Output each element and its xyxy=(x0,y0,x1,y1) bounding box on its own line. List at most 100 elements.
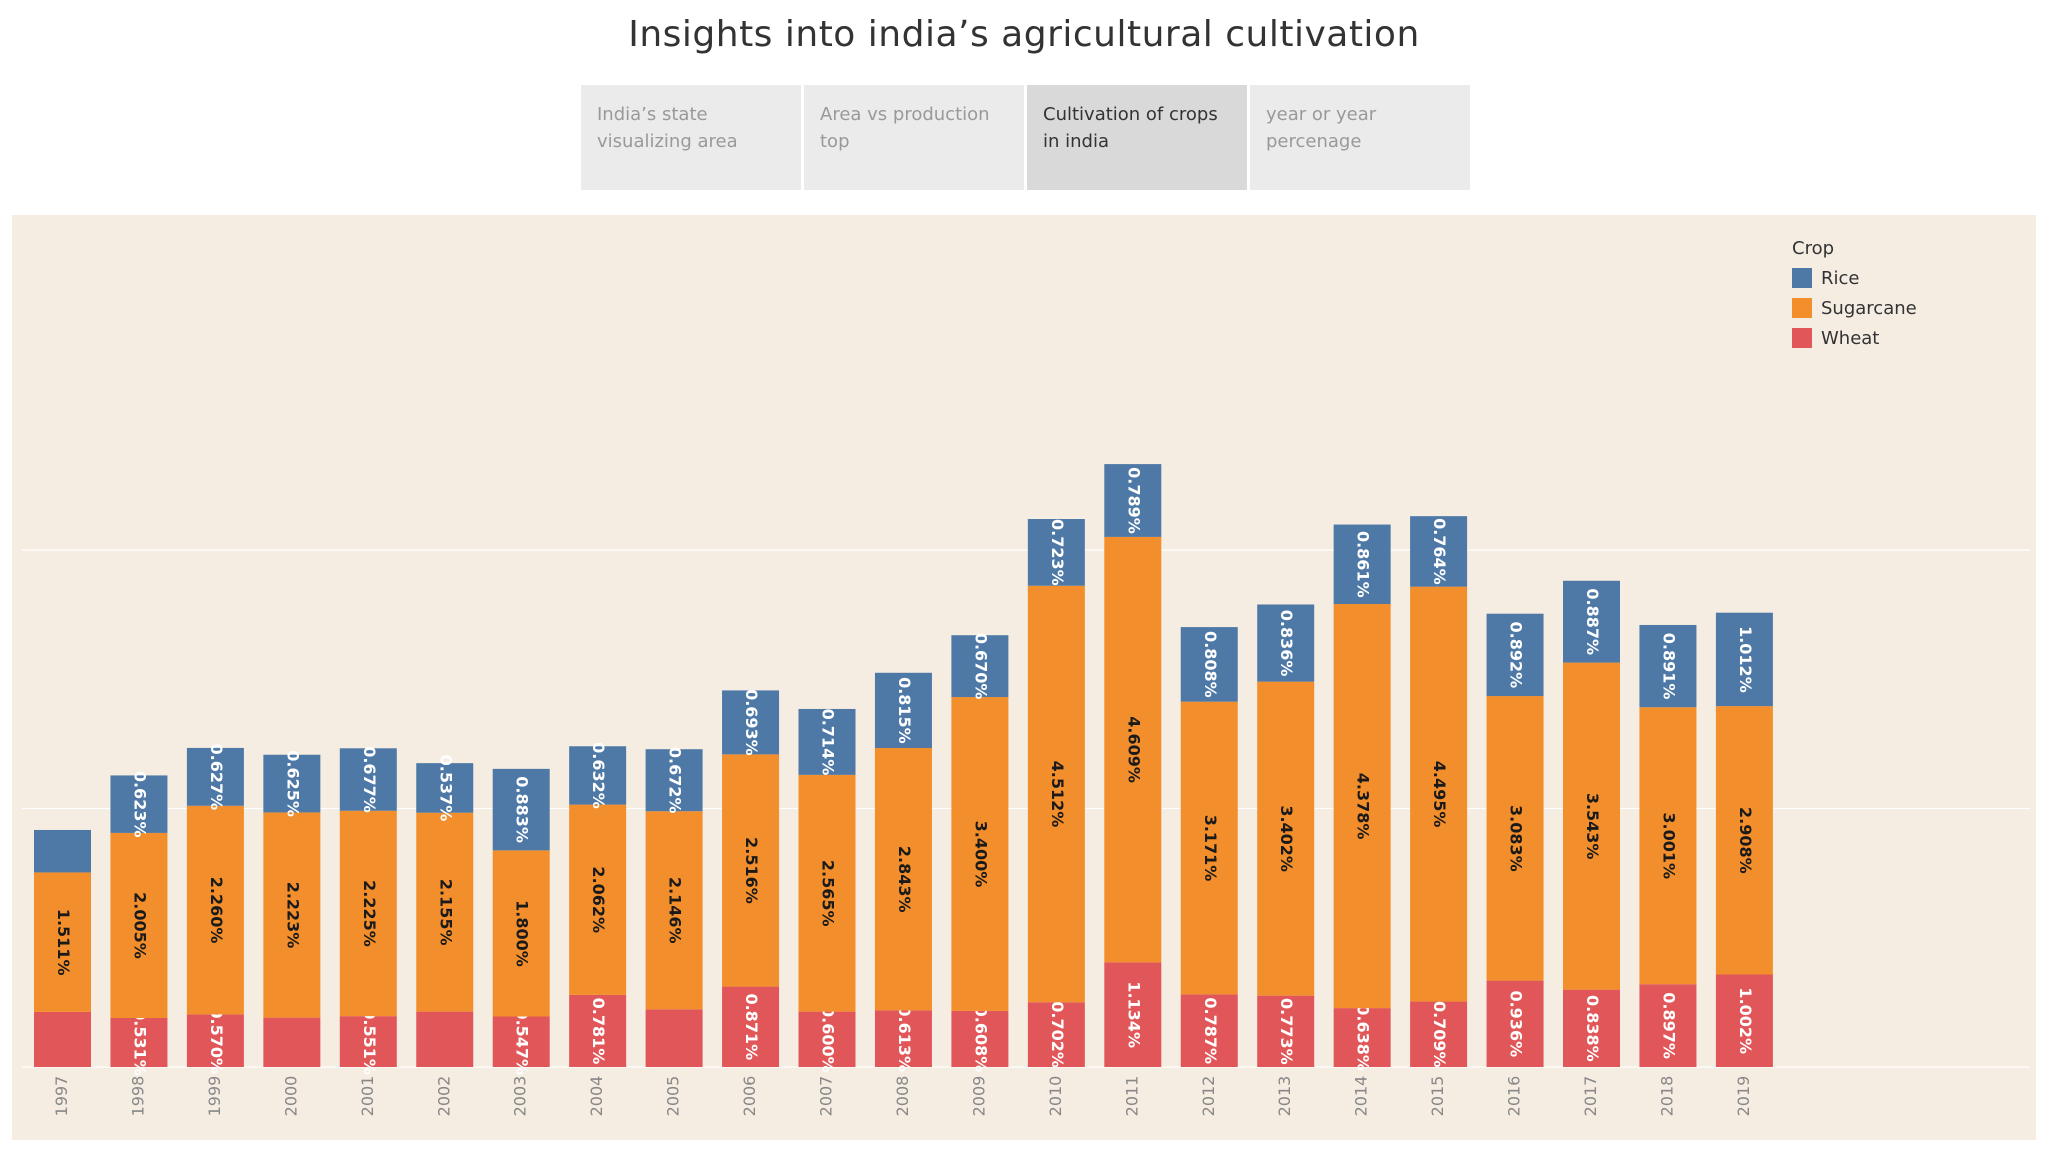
bar-sugarcane-2012 xyxy=(1180,701,1238,995)
bar-wheat-2004 xyxy=(569,994,627,1067)
data-label-rice-2009: 0.670% xyxy=(971,633,990,700)
data-label-rice-1998: 0.623% xyxy=(130,771,149,838)
data-label-rice-2006: 0.693% xyxy=(742,689,761,756)
bar-wheat-2017 xyxy=(1563,989,1620,1067)
bar-sugarcane-2006 xyxy=(722,754,780,987)
tab-state-area[interactable]: India’s state visualizing area xyxy=(581,85,801,190)
x-tick-2001: 2001 xyxy=(358,1076,377,1117)
data-label-wheat-2009: 0.608% xyxy=(971,1006,990,1073)
bar-wheat-2012 xyxy=(1180,994,1238,1067)
bar-rice-2010 xyxy=(1027,519,1085,586)
bar-rice-2013 xyxy=(1257,604,1315,682)
data-label-sugarcane-2016: 3.083% xyxy=(1507,805,1526,872)
bar-wheat-2005 xyxy=(645,1009,703,1067)
bar-wheat-2019 xyxy=(1715,974,1773,1067)
data-label-rice-2001: 0.677% xyxy=(360,746,379,813)
data-label-wheat-2013: 0.773% xyxy=(1277,998,1296,1065)
data-label-rice-2002: 0.537% xyxy=(436,755,455,822)
data-label-wheat-2003: 0.547% xyxy=(513,1008,532,1075)
data-label-sugarcane-2002: 2.155% xyxy=(436,879,455,946)
legend-item-sugarcane[interactable]: Sugarcane xyxy=(1792,293,1917,323)
bar-sugarcane-1999 xyxy=(186,805,244,1015)
x-tick-2016: 2016 xyxy=(1505,1076,1524,1117)
x-tick-2009: 2009 xyxy=(969,1076,988,1117)
x-tick-2000: 2000 xyxy=(281,1076,300,1117)
bar-wheat-2009 xyxy=(951,1010,1009,1067)
data-label-rice-2016: 0.892% xyxy=(1507,622,1526,689)
data-label-wheat-2015: 0.709% xyxy=(1430,1001,1449,1068)
data-label-sugarcane-2008: 2.843% xyxy=(895,846,914,913)
data-label-rice-2004: 0.632% xyxy=(589,742,608,809)
bar-sugarcane-2010 xyxy=(1027,585,1085,1003)
data-label-wheat-2006: 0.871% xyxy=(742,993,761,1060)
bar-sugarcane-2003 xyxy=(492,850,550,1017)
bar-rice-1999 xyxy=(186,747,244,806)
legend-title: Crop xyxy=(1792,238,1835,259)
x-tick-2018: 2018 xyxy=(1657,1076,1676,1117)
bar-rice-2006 xyxy=(722,690,780,755)
data-label-wheat-2016: 0.936% xyxy=(1507,990,1526,1057)
data-label-rice-2003: 0.883% xyxy=(513,776,532,843)
legend-swatch-wheat xyxy=(1792,328,1812,348)
page-title: Insights into india’s agricultural culti… xyxy=(628,14,1420,55)
data-label-sugarcane-1999: 2.260% xyxy=(207,877,226,944)
x-tick-2017: 2017 xyxy=(1581,1076,1600,1117)
bar-sugarcane-2001 xyxy=(339,810,397,1017)
bar-sugarcane-2013 xyxy=(1257,681,1315,996)
data-label-rice-2015: 0.764% xyxy=(1430,518,1449,585)
data-label-wheat-2018: 0.897% xyxy=(1659,992,1678,1059)
data-label-sugarcane-2004: 2.062% xyxy=(589,866,608,933)
bar-wheat-2002 xyxy=(416,1011,474,1067)
data-label-rice-2019: 1.012% xyxy=(1736,626,1755,693)
data-label-wheat-2019: 1.002% xyxy=(1736,987,1755,1054)
data-label-wheat-2012: 0.787% xyxy=(1201,997,1220,1064)
bar-sugarcane-2014 xyxy=(1333,604,1391,1009)
bar-wheat-2006 xyxy=(722,986,780,1067)
bar-rice-2004 xyxy=(569,746,627,805)
data-label-rice-1999: 0.627% xyxy=(207,744,226,811)
legend-label-sugarcane: Sugarcane xyxy=(1821,297,1917,319)
legend-item-rice[interactable]: Rice xyxy=(1792,263,1917,293)
bar-sugarcane-2016 xyxy=(1486,696,1544,981)
data-label-wheat-2001: 0.551% xyxy=(360,1008,379,1075)
bar-wheat-2008 xyxy=(874,1010,932,1067)
bar-sugarcane-2004 xyxy=(569,804,627,995)
bar-sugarcane-2018 xyxy=(1639,707,1697,985)
bar-wheat-2018 xyxy=(1639,984,1697,1067)
data-label-sugarcane-2000: 2.223% xyxy=(283,882,302,949)
data-label-rice-2005: 0.672% xyxy=(666,747,685,814)
data-label-rice-2010: 0.723% xyxy=(1048,519,1067,586)
data-label-rice-2012: 0.808% xyxy=(1201,631,1220,698)
bar-rice-2011 xyxy=(1104,464,1162,537)
data-label-rice-2013: 0.836% xyxy=(1277,610,1296,677)
legend-swatch-rice xyxy=(1792,268,1812,288)
tab-crop-cultivation[interactable]: Cultivation of crops in india xyxy=(1027,85,1247,190)
data-label-wheat-2008: 0.613% xyxy=(895,1005,914,1072)
tab-year-over-year[interactable]: year or year percenage xyxy=(1250,85,1470,190)
bar-wheat-2000 xyxy=(263,1017,321,1067)
bar-rice-2000 xyxy=(263,754,321,813)
legend-label-rice: Rice xyxy=(1821,267,1860,289)
bar-wheat-2015 xyxy=(1410,1001,1468,1067)
bar-sugarcane-2000 xyxy=(263,812,321,1018)
x-tick-2007: 2007 xyxy=(817,1076,836,1117)
data-label-sugarcane-2009: 3.400% xyxy=(971,821,990,888)
bar-rice-2018 xyxy=(1639,624,1697,708)
legend-item-wheat[interactable]: Wheat xyxy=(1792,323,1917,353)
bar-rice-2015 xyxy=(1410,516,1468,587)
bar-wheat-1999 xyxy=(186,1014,244,1067)
data-label-sugarcane-2015: 4.495% xyxy=(1430,761,1449,828)
data-label-sugarcane-2007: 2.565% xyxy=(819,860,838,927)
bar-rice-2001 xyxy=(339,748,397,811)
bar-sugarcane-2008 xyxy=(874,748,932,1011)
data-label-wheat-2014: 0.638% xyxy=(1354,1004,1373,1071)
tab-area-vs-production[interactable]: Area vs production top xyxy=(804,85,1024,190)
bar-sugarcane-2007 xyxy=(798,774,856,1012)
data-label-sugarcane-2018: 3.001% xyxy=(1659,812,1678,879)
data-label-sugarcane-2003: 1.800% xyxy=(513,900,532,967)
x-tick-2011: 2011 xyxy=(1122,1076,1141,1117)
x-tick-2005: 2005 xyxy=(664,1076,683,1117)
bar-rice-2005 xyxy=(645,749,703,812)
bar-sugarcane-2009 xyxy=(951,697,1009,1011)
bar-rice-2017 xyxy=(1563,580,1620,663)
